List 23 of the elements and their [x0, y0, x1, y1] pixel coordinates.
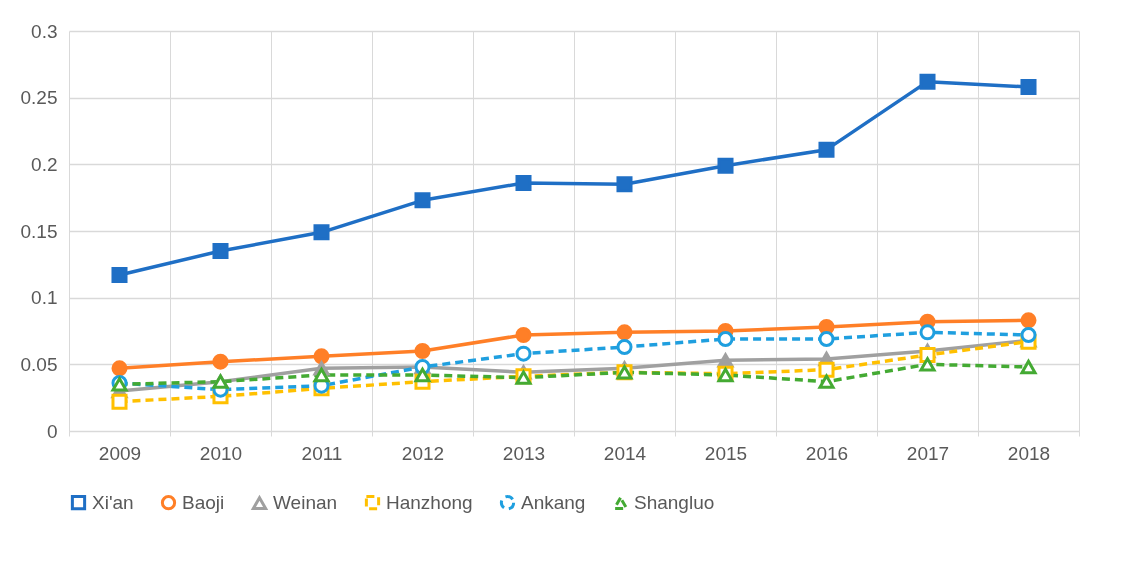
- x-tick-label: 2013: [502, 442, 546, 464]
- y-tick-label: 0.15: [20, 220, 58, 242]
- y-tick-label: 0.2: [31, 153, 58, 175]
- x-tick-label: 2017: [906, 442, 950, 464]
- x-tick-label: 2011: [301, 442, 343, 464]
- legend-label: Xi'an: [92, 491, 134, 513]
- x-tick-label: 2015: [704, 442, 748, 464]
- x-tick-label: 2016: [805, 442, 849, 464]
- legend-label: Hanzhong: [386, 491, 473, 513]
- legend-label: Shangluo: [634, 492, 715, 514]
- y-tick-label: 0.25: [20, 87, 58, 109]
- x-tick-label: 2010: [199, 442, 243, 464]
- y-tick-label: 0.1: [31, 287, 58, 309]
- x-tick-label: 2009: [98, 442, 142, 464]
- legend-label: Weinan: [273, 492, 338, 514]
- x-tick-label: 2014: [603, 442, 647, 464]
- y-tick-label: 0.05: [20, 353, 58, 375]
- x-tick-label: 2018: [1007, 442, 1051, 464]
- legend-label: Baoji: [182, 491, 225, 513]
- y-tick-label: 0.3: [31, 20, 58, 42]
- legend-label: Ankang: [521, 491, 586, 513]
- y-tick-label: 0: [46, 420, 58, 442]
- x-tick-label: 2012: [401, 442, 445, 464]
